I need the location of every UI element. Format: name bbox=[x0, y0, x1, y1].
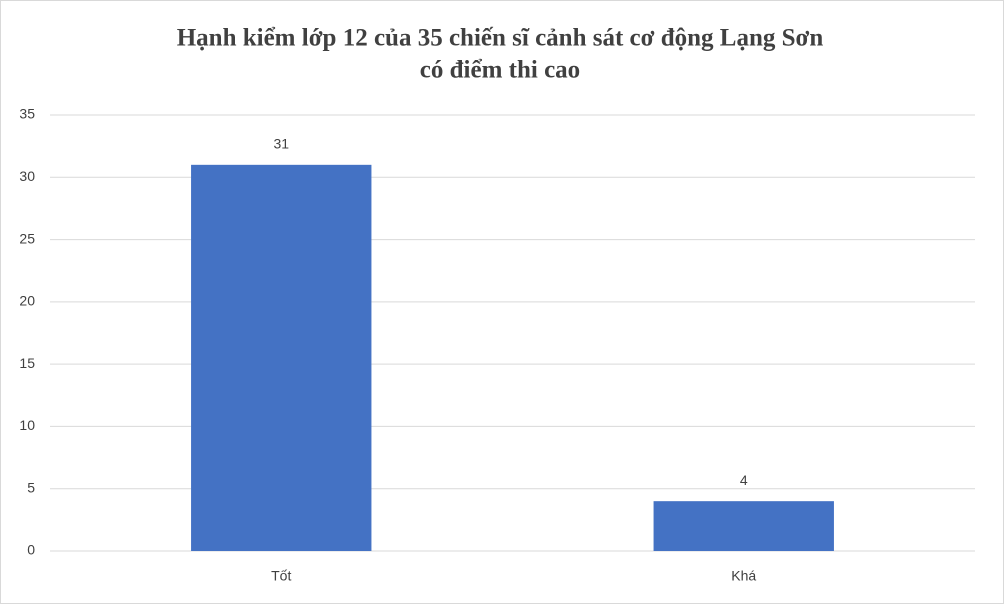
y-tick-label: 15 bbox=[19, 355, 35, 371]
data-label: 31 bbox=[273, 136, 289, 152]
y-tick-label: 35 bbox=[19, 106, 35, 122]
y-tick-label: 0 bbox=[27, 542, 35, 558]
bar bbox=[191, 164, 372, 552]
y-tick-label: 30 bbox=[19, 168, 35, 184]
chart-title: có điểm thi cao bbox=[420, 57, 580, 84]
y-tick-label: 10 bbox=[19, 417, 35, 433]
chart-title: Hạnh kiểm lớp 12 của 35 chiến sĩ cảnh sá… bbox=[177, 25, 824, 52]
y-tick-label: 20 bbox=[19, 293, 35, 309]
data-label: 4 bbox=[740, 472, 748, 488]
bar bbox=[653, 501, 834, 551]
y-tick-label: 25 bbox=[19, 230, 35, 246]
x-tick-label: Khá bbox=[731, 568, 756, 584]
x-tick-label: Tốt bbox=[271, 568, 291, 584]
y-tick-label: 5 bbox=[27, 479, 35, 495]
